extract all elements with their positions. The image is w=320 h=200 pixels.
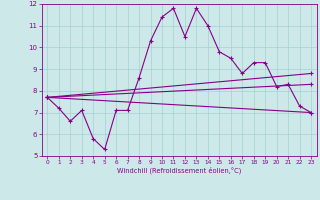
X-axis label: Windchill (Refroidissement éolien,°C): Windchill (Refroidissement éolien,°C) <box>117 167 241 174</box>
